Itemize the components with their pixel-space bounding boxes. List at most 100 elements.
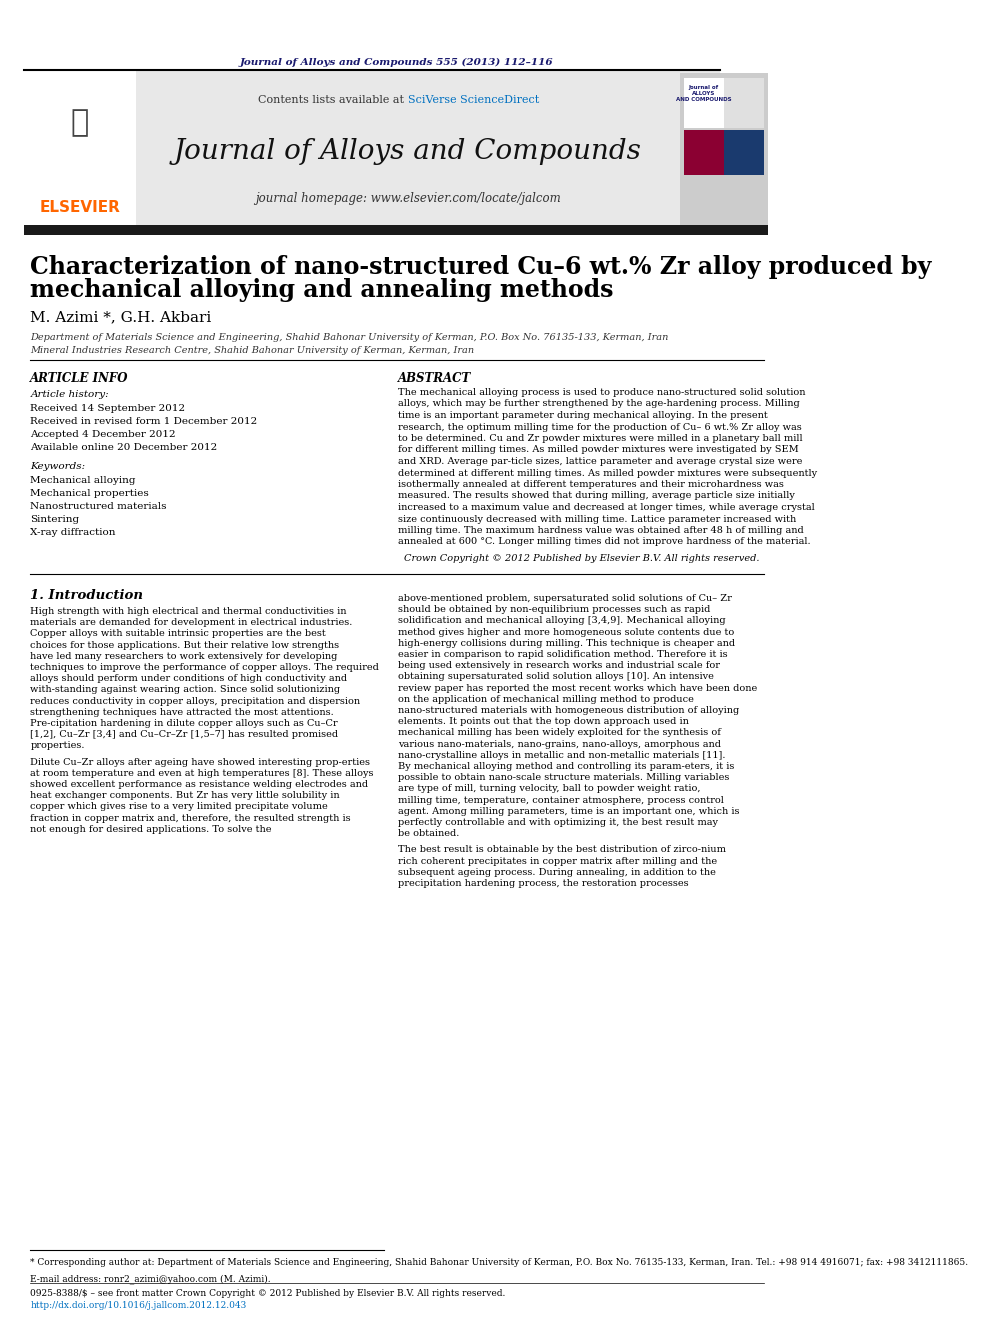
Text: 0925-8388/$ – see front matter Crown Copyright © 2012 Published by Elsevier B.V.: 0925-8388/$ – see front matter Crown Cop… — [31, 1289, 506, 1298]
Text: above-mentioned problem, supersaturated solid solutions of Cu– Zr: above-mentioned problem, supersaturated … — [398, 594, 732, 603]
Text: Copper alloys with suitable intrinsic properties are the best: Copper alloys with suitable intrinsic pr… — [31, 630, 326, 639]
Text: size continuously decreased with milling time. Lattice parameter increased with: size continuously decreased with milling… — [398, 515, 797, 524]
Text: journal homepage: www.elsevier.com/locate/jalcom: journal homepage: www.elsevier.com/locat… — [255, 192, 560, 205]
Text: The mechanical alloying process is used to produce nano-structured solid solutio: The mechanical alloying process is used … — [398, 388, 806, 397]
Bar — [723, 78, 764, 128]
Text: agent. Among milling parameters, time is an important one, which is: agent. Among milling parameters, time is… — [398, 807, 740, 816]
Text: Department of Materials Science and Engineering, Shahid Bahonar University of Ke: Department of Materials Science and Engi… — [31, 333, 669, 343]
Text: rich coherent precipitates in copper matrix after milling and the: rich coherent precipitates in copper mat… — [398, 856, 717, 865]
Text: Mineral Industries Research Centre, Shahid Bahonar University of Kerman, Kerman,: Mineral Industries Research Centre, Shah… — [31, 347, 474, 355]
Text: measured. The results showed that during milling, average particle size initiall: measured. The results showed that during… — [398, 492, 795, 500]
Text: ARTICLE INFO: ARTICLE INFO — [31, 372, 129, 385]
Text: increased to a maximum value and decreased at longer times, while average crysta: increased to a maximum value and decreas… — [398, 503, 815, 512]
Text: Journal of
ALLOYS
AND COMPOUNDS: Journal of ALLOYS AND COMPOUNDS — [676, 85, 731, 102]
Text: heat exchanger components. But Zr has very little solubility in: heat exchanger components. But Zr has ve… — [31, 791, 340, 800]
Text: copper which gives rise to a very limited precipitate volume: copper which gives rise to a very limite… — [31, 803, 328, 811]
Bar — [683, 130, 723, 175]
Text: Crown Copyright © 2012 Published by Elsevier B.V. All rights reserved.: Crown Copyright © 2012 Published by Else… — [405, 554, 760, 564]
Text: isothermally annealed at different temperatures and their microhardness was: isothermally annealed at different tempe… — [398, 480, 784, 490]
Text: annealed at 600 °C. Longer milling times did not improve hardness of the materia: annealed at 600 °C. Longer milling times… — [398, 537, 810, 546]
Text: By mechanical alloying method and controlling its param-eters, it is: By mechanical alloying method and contro… — [398, 762, 735, 771]
Text: alloys should perform under conditions of high conductivity and: alloys should perform under conditions o… — [31, 675, 347, 683]
Text: nano-structured materials with homogeneous distribution of alloying: nano-structured materials with homogeneo… — [398, 706, 739, 714]
Bar — [723, 130, 764, 175]
Text: http://dx.doi.org/10.1016/j.jallcom.2012.12.043: http://dx.doi.org/10.1016/j.jallcom.2012… — [31, 1301, 247, 1310]
Text: ELSEVIER: ELSEVIER — [40, 200, 120, 216]
Text: not enough for desired applications. To solve the: not enough for desired applications. To … — [31, 824, 272, 833]
Text: Contents lists available at: Contents lists available at — [258, 95, 408, 105]
Bar — [136, 73, 680, 228]
Text: [1,2], Cu–Zr [3,4] and Cu–Cr–Zr [1,5–7] has resulted promised: [1,2], Cu–Zr [3,4] and Cu–Cr–Zr [1,5–7] … — [31, 730, 338, 740]
FancyBboxPatch shape — [24, 70, 719, 230]
Text: fraction in copper matrix and, therefore, the resulted strength is: fraction in copper matrix and, therefore… — [31, 814, 351, 823]
Text: determined at different milling times. As milled powder mixtures were subsequent: determined at different milling times. A… — [398, 468, 817, 478]
Text: High strength with high electrical and thermal conductivities in: High strength with high electrical and t… — [31, 607, 347, 617]
Text: Mechanical properties: Mechanical properties — [31, 490, 149, 497]
Text: and XRD. Average par-ticle sizes, lattice parameter and average crystal size wer: and XRD. Average par-ticle sizes, lattic… — [398, 456, 803, 466]
Text: reduces conductivity in copper alloys, precipitation and dispersion: reduces conductivity in copper alloys, p… — [31, 697, 360, 705]
Text: solidification and mechanical alloying [3,4,9]. Mechanical alloying: solidification and mechanical alloying [… — [398, 617, 726, 626]
Text: Article history:: Article history: — [31, 390, 109, 400]
Text: research, the optimum milling time for the production of Cu– 6 wt.% Zr alloy was: research, the optimum milling time for t… — [398, 422, 802, 431]
Text: showed excellent performance as resistance welding electrodes and: showed excellent performance as resistan… — [31, 781, 368, 789]
Text: various nano-materials, nano-grains, nano-alloys, amorphous and: various nano-materials, nano-grains, nan… — [398, 740, 721, 749]
Text: subsequent ageing process. During annealing, in addition to the: subsequent ageing process. During anneal… — [398, 868, 716, 877]
Text: materials are demanded for development in electrical industries.: materials are demanded for development i… — [31, 618, 353, 627]
Bar — [24, 70, 136, 230]
Text: M. Azimi *, G.H. Akbari: M. Azimi *, G.H. Akbari — [31, 310, 211, 324]
Text: easier in comparison to rapid solidification method. Therefore it is: easier in comparison to rapid solidifica… — [398, 650, 728, 659]
Text: time is an important parameter during mechanical alloying. In the present: time is an important parameter during me… — [398, 411, 768, 419]
Text: elements. It points out that the top down approach used in: elements. It points out that the top dow… — [398, 717, 689, 726]
Text: nano-crystalline alloys in metallic and non-metallic materials [11].: nano-crystalline alloys in metallic and … — [398, 750, 726, 759]
Text: choices for those applications. But their relative low strengths: choices for those applications. But thei… — [31, 640, 339, 650]
Text: E-mail address: ronr2_azimi@yahoo.com (M. Azimi).: E-mail address: ronr2_azimi@yahoo.com (M… — [31, 1274, 271, 1283]
Text: Received 14 September 2012: Received 14 September 2012 — [31, 404, 186, 413]
Text: to be determined. Cu and Zr powder mixtures were milled in a planetary ball mill: to be determined. Cu and Zr powder mixtu… — [398, 434, 803, 443]
Text: X-ray diffraction: X-ray diffraction — [31, 528, 116, 537]
Text: The best result is obtainable by the best distribution of zirco-nium: The best result is obtainable by the bes… — [398, 845, 726, 855]
Text: alloys, which may be further strengthened by the age-hardening process. Milling: alloys, which may be further strengthene… — [398, 400, 800, 409]
Text: at room temperature and even at high temperatures [8]. These alloys: at room temperature and even at high tem… — [31, 769, 374, 778]
Text: have led many researchers to work extensively for developing: have led many researchers to work extens… — [31, 652, 337, 660]
Text: review paper has reported the most recent works which have been done: review paper has reported the most recen… — [398, 684, 758, 693]
Text: being used extensively in research works and industrial scale for: being used extensively in research works… — [398, 662, 720, 671]
Text: strengthening techniques have attracted the most attentions.: strengthening techniques have attracted … — [31, 708, 334, 717]
Text: Sintering: Sintering — [31, 515, 79, 524]
Text: Received in revised form 1 December 2012: Received in revised form 1 December 2012 — [31, 417, 258, 426]
Text: Available online 20 December 2012: Available online 20 December 2012 — [31, 443, 217, 452]
Text: are type of mill, turning velocity, ball to powder weight ratio,: are type of mill, turning velocity, ball… — [398, 785, 700, 794]
Text: precipitation hardening process, the restoration processes: precipitation hardening process, the res… — [398, 878, 688, 888]
Text: Journal of Alloys and Compounds: Journal of Alloys and Compounds — [174, 138, 642, 165]
Text: for different milling times. As milled powder mixtures were investigated by SEM: for different milling times. As milled p… — [398, 446, 799, 455]
Text: Accepted 4 December 2012: Accepted 4 December 2012 — [31, 430, 176, 439]
Text: Mechanical alloying: Mechanical alloying — [31, 476, 136, 486]
Text: Keywords:: Keywords: — [31, 462, 85, 471]
Text: 🌳: 🌳 — [70, 108, 89, 138]
Text: high-energy collisions during milling. This technique is cheaper and: high-energy collisions during milling. T… — [398, 639, 735, 648]
Text: Characterization of nano-structured Cu–6 wt.% Zr alloy produced by: Characterization of nano-structured Cu–6… — [31, 255, 931, 279]
Text: Journal of Alloys and Compounds 555 (2013) 112–116: Journal of Alloys and Compounds 555 (201… — [240, 58, 554, 67]
Text: * Corresponding author at: Department of Materials Science and Engineering, Shah: * Corresponding author at: Department of… — [31, 1258, 968, 1267]
Text: Nanostructured materials: Nanostructured materials — [31, 501, 167, 511]
Text: be obtained.: be obtained. — [398, 830, 459, 839]
Text: Dilute Cu–Zr alloys after ageing have showed interesting prop-erties: Dilute Cu–Zr alloys after ageing have sh… — [31, 758, 370, 766]
Text: milling time. The maximum hardness value was obtained after 48 h of milling and: milling time. The maximum hardness value… — [398, 527, 804, 534]
Text: techniques to improve the performance of copper alloys. The required: techniques to improve the performance of… — [31, 663, 379, 672]
Text: ABSTRACT: ABSTRACT — [398, 372, 471, 385]
Text: should be obtained by non-equilibrium processes such as rapid: should be obtained by non-equilibrium pr… — [398, 605, 710, 614]
Text: milling time, temperature, container atmosphere, process control: milling time, temperature, container atm… — [398, 795, 724, 804]
Text: perfectly controllable and with optimizing it, the best result may: perfectly controllable and with optimizi… — [398, 818, 718, 827]
Text: with-standing against wearing action. Since solid solutionizing: with-standing against wearing action. Si… — [31, 685, 340, 695]
Text: 1. Introduction: 1. Introduction — [31, 589, 144, 602]
Text: mechanical alloying and annealing methods: mechanical alloying and annealing method… — [31, 278, 614, 302]
Text: on the application of mechanical milling method to produce: on the application of mechanical milling… — [398, 695, 694, 704]
Bar — [683, 78, 723, 128]
Text: obtaining supersaturated solid solution alloys [10]. An intensive: obtaining supersaturated solid solution … — [398, 672, 714, 681]
Text: properties.: properties. — [31, 741, 85, 750]
Text: mechanical milling has been widely exploited for the synthesis of: mechanical milling has been widely explo… — [398, 729, 721, 737]
Bar — [24, 225, 768, 235]
Text: Pre-cipitation hardening in dilute copper alloys such as Cu–Cr: Pre-cipitation hardening in dilute coppe… — [31, 718, 338, 728]
Text: SciVerse ScienceDirect: SciVerse ScienceDirect — [408, 95, 539, 105]
Text: possible to obtain nano-scale structure materials. Milling variables: possible to obtain nano-scale structure … — [398, 773, 729, 782]
Text: method gives higher and more homogeneous solute contents due to: method gives higher and more homogeneous… — [398, 627, 734, 636]
